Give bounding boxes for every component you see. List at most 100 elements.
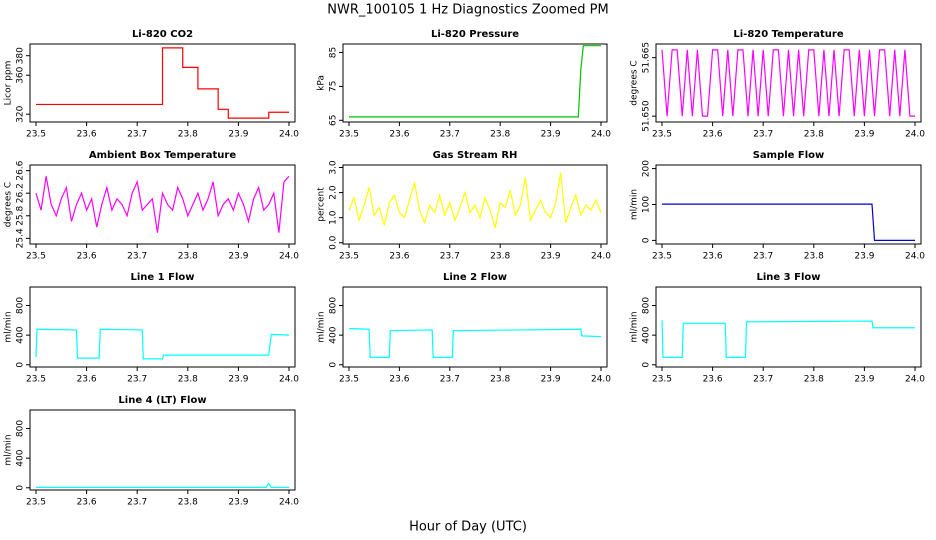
x-axis-label: Hour of Day (UTC) [409, 520, 527, 535]
x-tick-label: 23.8 [490, 130, 510, 140]
x-tick-label: 23.6 [703, 252, 723, 262]
data-line [35, 175, 290, 233]
x-tick-label: 23.7 [127, 498, 147, 508]
panel-title: Line 2 Flow [443, 272, 507, 283]
x-tick-label: 23.7 [753, 252, 773, 262]
x-tick-label: 23.9 [854, 130, 874, 140]
x-tick-label: 23.9 [228, 498, 248, 508]
y-axis-label: ml/min [630, 189, 640, 220]
plot-frame [655, 43, 922, 123]
x-tick-label: 23.9 [854, 375, 874, 385]
x-tick-label: 23.9 [228, 130, 248, 140]
data-line [662, 203, 915, 242]
y-tick-label: 320 [16, 105, 26, 122]
x-tick-label: 23.7 [440, 130, 460, 140]
y-axis-label: degrees C [4, 182, 14, 227]
plot-frame [342, 286, 608, 368]
x-tick-label: 23.6 [77, 375, 97, 385]
x-tick-label: 23.8 [178, 375, 198, 385]
y-tick-label: 800 [329, 297, 339, 314]
x-tick-label: 23.5 [26, 498, 46, 508]
y-tick-label: 26.2 [16, 183, 26, 203]
x-tick-label: 23.5 [339, 375, 359, 385]
panel-title: Li-820 Pressure [431, 29, 519, 40]
y-tick-label: 25.4 [16, 228, 26, 248]
x-tick-label: 23.6 [77, 252, 97, 262]
x-tick-label: 23.8 [804, 375, 824, 385]
x-tick-label: 23.5 [26, 252, 46, 262]
y-tick-label: 380 [16, 47, 26, 64]
data-line [35, 328, 290, 360]
x-tick-label: 24.0 [591, 252, 611, 262]
plot-frame [29, 43, 296, 123]
x-tick-label: 23.5 [26, 375, 46, 385]
y-tick-label: 800 [16, 297, 26, 314]
panel-title: Gas Stream RH [433, 150, 518, 161]
plot-frame [29, 409, 296, 491]
y-tick-label: 360 [16, 66, 26, 83]
panel-title: Sample Flow [753, 150, 825, 161]
x-tick-label: 24.0 [591, 130, 611, 140]
x-tick-label: 23.9 [541, 130, 561, 140]
x-tick-label: 23.6 [389, 375, 409, 385]
y-axis-label: kPa [317, 75, 327, 91]
y-axis-label: ml/min [630, 311, 640, 342]
x-tick-label: 23.8 [490, 252, 510, 262]
plot-frame [29, 286, 296, 368]
y-tick-label: 400 [16, 449, 26, 466]
page-title: NWR_100105 1 Hz Diagnostics Zoomed PM [327, 3, 609, 18]
x-tick-label: 23.7 [440, 252, 460, 262]
y-axis-label: ml/min [4, 434, 14, 465]
panel-title: Ambient Box Temperature [89, 150, 236, 161]
y-tick-label: 0 [16, 485, 26, 491]
x-tick-label: 23.9 [228, 375, 248, 385]
x-tick-label: 23.9 [228, 252, 248, 262]
y-tick-label: 26.6 [16, 160, 26, 180]
x-tick-label: 23.5 [339, 130, 359, 140]
plot-frame [655, 286, 922, 368]
y-axis-label: Licor ppm [4, 61, 14, 106]
x-tick-label: 24.0 [279, 375, 299, 385]
y-tick-label: 25.8 [16, 205, 26, 225]
x-tick-label: 23.6 [703, 375, 723, 385]
x-tick-label: 23.8 [804, 252, 824, 262]
y-tick-label: 100 [642, 196, 652, 213]
x-tick-label: 23.8 [178, 498, 198, 508]
data-line [661, 320, 915, 358]
y-tick-label: 75 [329, 81, 339, 92]
x-tick-label: 23.9 [541, 375, 561, 385]
y-tick-label: 400 [329, 326, 339, 343]
y-axis-label: ml/min [4, 311, 14, 342]
panel-title: Li-820 Temperature [733, 29, 843, 40]
data-line [661, 49, 915, 117]
y-tick-label: 51.665 [642, 42, 652, 74]
x-tick-label: 23.7 [753, 375, 773, 385]
y-tick-label: 65 [329, 115, 339, 126]
y-axis-label: degrees C [630, 60, 640, 105]
x-tick-label: 23.5 [339, 252, 359, 262]
y-tick-label: 0 [16, 362, 26, 368]
y-tick-label: 2.0 [329, 185, 339, 200]
x-tick-label: 23.8 [490, 375, 510, 385]
data-line [348, 327, 602, 358]
x-tick-label: 23.7 [127, 252, 147, 262]
panel-title: Line 4 (LT) Flow [118, 395, 206, 406]
y-tick-label: 0 [329, 362, 339, 368]
data-line [348, 172, 602, 228]
x-tick-label: 23.7 [127, 375, 147, 385]
plot-frame [342, 43, 608, 123]
panel-title: Line 3 Flow [757, 272, 821, 283]
x-tick-label: 23.8 [178, 130, 198, 140]
x-tick-label: 24.0 [905, 130, 925, 140]
x-tick-label: 23.6 [389, 130, 409, 140]
x-tick-label: 23.5 [652, 375, 672, 385]
y-tick-label: 800 [16, 420, 26, 437]
x-tick-label: 24.0 [905, 252, 925, 262]
y-tick-label: 1.0 [329, 210, 339, 225]
data-line [36, 47, 289, 119]
y-tick-label: 0 [642, 362, 652, 368]
x-tick-label: 23.7 [440, 375, 460, 385]
x-tick-label: 23.6 [703, 130, 723, 140]
